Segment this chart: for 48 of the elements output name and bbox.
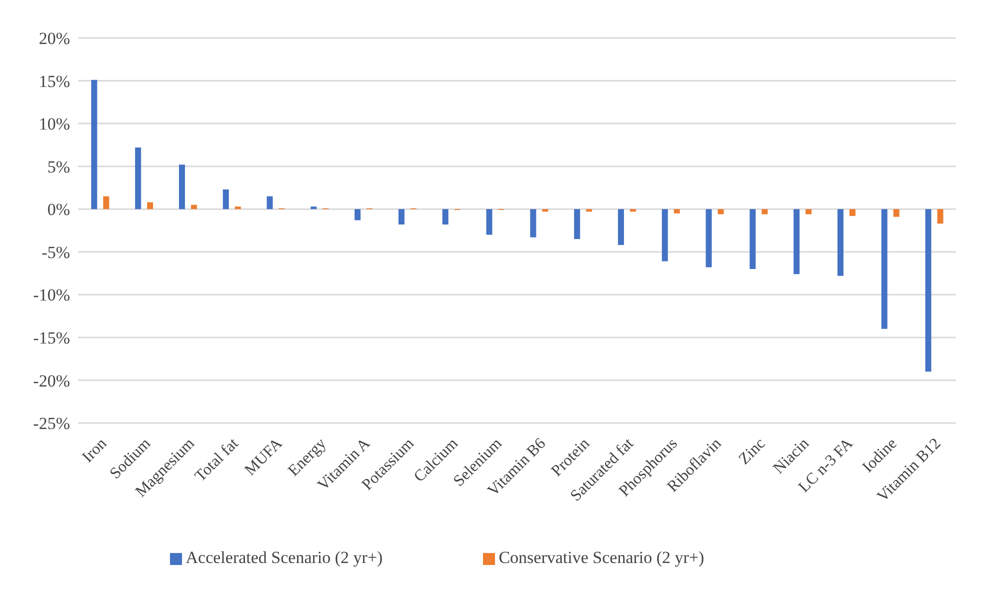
bar bbox=[674, 209, 680, 214]
bar bbox=[542, 209, 548, 212]
y-tick-label: 0% bbox=[47, 200, 70, 220]
bar bbox=[147, 202, 154, 210]
bar bbox=[586, 209, 592, 212]
bar bbox=[222, 189, 229, 210]
bar bbox=[750, 209, 756, 269]
bar bbox=[310, 206, 317, 210]
x-tick-label: Zinc bbox=[736, 435, 769, 468]
bar bbox=[574, 209, 580, 240]
bar bbox=[442, 209, 448, 225]
bar bbox=[234, 206, 241, 210]
bar bbox=[706, 209, 712, 268]
y-tick-label: -20% bbox=[33, 371, 70, 390]
bar bbox=[190, 204, 197, 210]
bar bbox=[837, 209, 844, 276]
bar bbox=[762, 209, 768, 214]
y-tick-label: -25% bbox=[33, 414, 70, 434]
y-tick-label: -10% bbox=[33, 286, 70, 305]
bar bbox=[662, 209, 668, 262]
bar bbox=[91, 80, 98, 210]
bar bbox=[486, 209, 492, 235]
bar bbox=[925, 209, 932, 372]
legend-label: Accelerated Scenario (2 yr+) bbox=[186, 548, 383, 567]
bar bbox=[893, 209, 900, 217]
legend-label: Conservative Scenario (2 yr+) bbox=[498, 548, 704, 567]
bar bbox=[354, 209, 361, 220]
bar bbox=[618, 209, 624, 246]
bar bbox=[794, 209, 800, 274]
y-tick-label: 5% bbox=[47, 157, 70, 176]
y-tick-label: 10% bbox=[38, 114, 70, 134]
bar bbox=[630, 209, 636, 212]
y-tick-label: 15% bbox=[38, 72, 70, 91]
bar bbox=[398, 209, 404, 225]
bar bbox=[530, 209, 536, 238]
bar bbox=[806, 209, 812, 214]
y-tick-label: 20% bbox=[38, 29, 70, 48]
y-tick-label: -15% bbox=[33, 328, 70, 348]
bar bbox=[849, 209, 856, 216]
bar bbox=[718, 209, 724, 214]
bar bbox=[178, 164, 185, 210]
bar bbox=[937, 209, 944, 224]
y-tick-label: -5% bbox=[42, 242, 70, 262]
bar bbox=[266, 196, 273, 210]
bar bbox=[103, 196, 110, 210]
bar bbox=[135, 148, 142, 210]
bar bbox=[881, 209, 888, 329]
x-tick-label: Iron bbox=[79, 435, 110, 466]
